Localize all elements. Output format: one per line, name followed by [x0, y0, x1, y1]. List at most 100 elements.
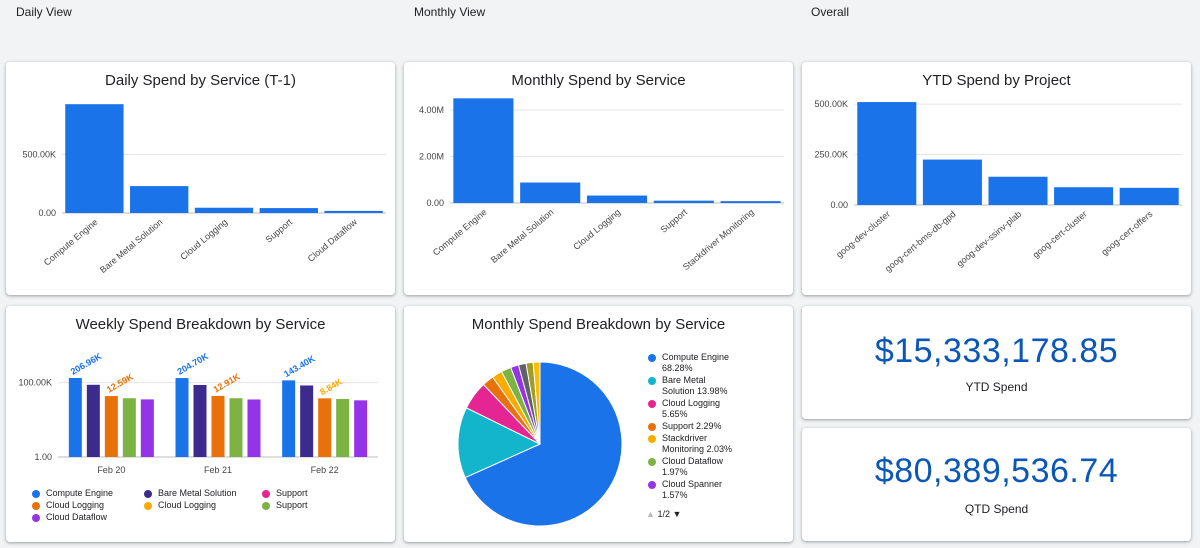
legend-item: Support 2.29% — [648, 421, 788, 432]
bar-cloud-dataflow — [247, 399, 261, 457]
legend-label: Cloud Dataflow 1.97% — [662, 456, 724, 477]
legend-label: Cloud Dataflow — [46, 512, 108, 522]
bar-compute-engine — [282, 380, 296, 457]
y-tick-label: 2.00M — [419, 151, 444, 161]
pager-next-icon[interactable]: ▼ — [672, 509, 682, 519]
bar-bare-metal-solution — [193, 384, 207, 457]
bar-goog-cert-offers — [1119, 187, 1179, 205]
legend-swatch — [648, 400, 656, 408]
legend-label: Bare Metal Solution 13.98% — [662, 375, 728, 396]
legend-label: Support 2.29% — [662, 421, 722, 431]
monthly-chart-title: Monthly Spend by Service — [511, 72, 686, 89]
qtd-spend-value: $80,389,536.74 — [874, 452, 1119, 490]
pager-text: 1/2 — [657, 509, 670, 519]
ytd-spend-card: YTD Spend by Project 0.00 250.00K 500.00K g… — [802, 62, 1191, 295]
ytd-kpi-card: $15,333,178.85 YTD Spend — [802, 306, 1191, 419]
bar-cloud-logging — [318, 398, 332, 457]
legend-item: Cloud Spanner 1.57% — [648, 479, 788, 501]
section-label-overall: Overall — [811, 5, 850, 19]
section-label-monthly: Monthly View — [414, 5, 486, 19]
monthly-spend-card: Monthly Spend by Service 0.00 2.00M 4.00M C… — [404, 62, 793, 295]
bar-compute-engine — [175, 378, 189, 457]
data-label: 8.84K — [318, 376, 344, 397]
x-tick-label: Feb 21 — [204, 465, 232, 475]
bar-cloud-logging — [211, 395, 225, 457]
qtd-kpi-card: $80,389,536.74 QTD Spend — [802, 428, 1191, 541]
legend-swatch — [32, 490, 40, 498]
x-tick-label: Feb 20 — [97, 465, 125, 475]
x-tick-label: Cloud Logging — [178, 217, 229, 262]
x-tick-label: Stackdriver Monitoring — [681, 207, 756, 272]
x-tick-label: goog-cert-cluster — [1031, 209, 1089, 260]
legend-swatch — [32, 502, 40, 510]
legend-item: Cloud Logging — [144, 500, 216, 511]
x-tick-label: Bare Metal Solution — [98, 217, 165, 275]
legend-swatch — [648, 435, 656, 443]
monthly-breakdown-card: Monthly Spend Breakdown by Service Compu… — [404, 306, 793, 542]
bar-bare-metal-solution — [300, 385, 314, 457]
y-tick-label: 100.00K — [18, 378, 52, 388]
legend-pager[interactable]: ▲ 1/2 ▼ — [646, 509, 681, 519]
legend-swatch — [648, 423, 656, 431]
legend-item: Stackdriver Monitoring 2.03% — [648, 433, 788, 455]
y-tick-label: 500.00K — [814, 99, 848, 109]
bar-bare-metal-solution — [130, 186, 189, 213]
legend-swatch — [648, 481, 656, 489]
x-tick-label: Compute Engine — [42, 217, 100, 268]
ytd-spend-label: YTD Spend — [965, 380, 1028, 394]
x-tick-label: Compute Engine — [431, 207, 489, 258]
y-tick-label: 4.00M — [419, 105, 444, 115]
bar-cloud-logging — [104, 396, 118, 457]
bar-support — [229, 398, 243, 457]
x-tick-label: goog-cert-bms-db-gpd — [883, 209, 958, 274]
legend-item: Cloud Dataflow 1.97% — [648, 456, 788, 478]
bar-cloud-logging — [194, 207, 254, 213]
bar-compute-engine — [68, 377, 82, 457]
bar-cloud-logging — [586, 195, 648, 203]
x-tick-label: Support — [264, 217, 295, 245]
legend-swatch — [144, 502, 152, 510]
y-tick-label: 0.00 — [426, 198, 444, 208]
bar-support — [653, 200, 714, 203]
legend-item: Support — [262, 500, 308, 511]
y-tick-label: 0.00 — [830, 200, 848, 210]
bar-compute-engine — [453, 98, 514, 203]
legend-item: Cloud Logging — [32, 500, 104, 511]
legend-label: Support — [276, 500, 308, 510]
y-tick-label: 0.00 — [38, 208, 56, 218]
legend-label: Compute Engine — [46, 488, 114, 498]
bar-support — [122, 398, 136, 457]
pie-slice-compute-engine — [464, 361, 623, 527]
bar-goog-cert-cluster — [1054, 187, 1114, 205]
legend-label: Compute Engine 68.28% — [662, 352, 730, 373]
x-tick-label: Support — [659, 207, 690, 235]
legend-label: Cloud Logging — [46, 500, 105, 510]
ytd-chart-title: YTD Spend by Project — [922, 72, 1071, 89]
bar-support — [336, 398, 350, 457]
monthly-breakdown-pie — [457, 361, 623, 527]
bar-compute-engine — [65, 104, 124, 213]
legend-label: Support — [276, 488, 308, 498]
bar-bare-metal-solution — [520, 182, 581, 203]
monthly-spend-chart: 0.00 2.00M 4.00M Compute Engine Bare Metal S… — [419, 98, 784, 272]
legend-item: Cloud Dataflow — [32, 512, 107, 523]
pie-slice-bare-metal-solution — [457, 407, 542, 479]
bar-support — [259, 208, 318, 213]
daily-spend-card: Daily Spend by Service (T-1) 0.00 500.00K… — [6, 62, 395, 295]
legend-item: Compute Engine — [32, 488, 113, 499]
bar-goog-cert-bms-db-gpd — [922, 159, 982, 205]
section-label-daily: Daily View — [16, 5, 72, 19]
bar-bare-metal-solution — [86, 384, 100, 457]
x-tick-label: goog-dev-ssinv-plab — [955, 209, 1024, 269]
bar-goog-dev-cluster — [857, 102, 917, 205]
legend-swatch — [648, 458, 656, 466]
legend-item: Support — [262, 488, 308, 499]
data-label: 206.96K — [69, 351, 104, 377]
pie-chart-title: Monthly Spend Breakdown by Service — [471, 316, 726, 333]
pager-prev-icon[interactable]: ▲ — [646, 509, 655, 519]
legend-swatch — [648, 354, 656, 362]
x-tick-label: goog-dev-cluster — [834, 209, 892, 260]
legend-label: Bare Metal Solution — [158, 488, 237, 498]
